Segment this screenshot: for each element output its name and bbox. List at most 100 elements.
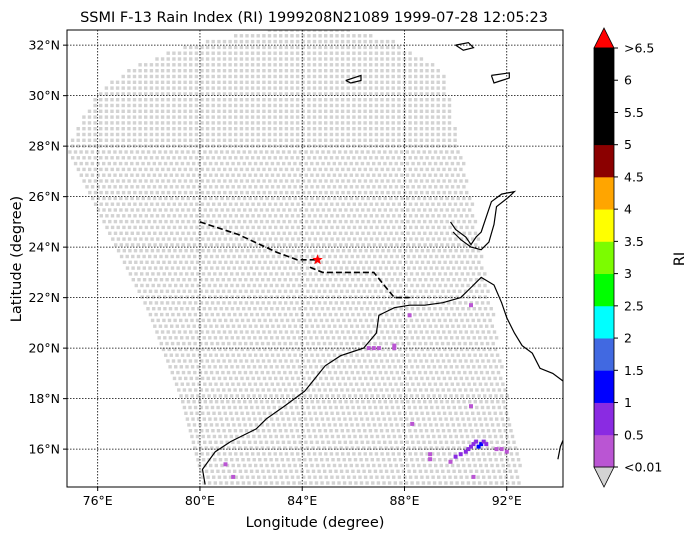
swath-point <box>391 179 396 183</box>
swath-point <box>193 446 197 450</box>
swath-point <box>200 57 204 61</box>
swath-point <box>379 429 384 433</box>
swath-point <box>153 219 157 224</box>
swath-point <box>254 185 258 189</box>
swath-point <box>149 167 154 172</box>
swath-point <box>411 324 416 328</box>
swath-point <box>200 376 205 381</box>
swath-point <box>201 318 205 323</box>
swath-point <box>442 115 446 119</box>
swath-point <box>183 127 187 131</box>
swath-point <box>321 440 325 444</box>
swath-point <box>184 237 188 241</box>
swath-point <box>336 249 340 253</box>
swath-point <box>372 353 376 357</box>
swath-point <box>403 411 407 415</box>
swath-point <box>99 103 103 108</box>
swath-point <box>291 272 296 276</box>
swath-point <box>289 301 294 305</box>
swath-point <box>364 260 369 264</box>
swath-point <box>324 74 328 79</box>
swath-point <box>414 487 417 490</box>
swath-point <box>293 382 297 386</box>
swath-point <box>313 487 316 490</box>
swath-point <box>171 312 175 317</box>
swath-point <box>175 185 179 189</box>
swath-point <box>311 312 316 317</box>
swath-point <box>183 92 187 96</box>
swath-point <box>166 92 170 96</box>
swath-point <box>497 405 501 410</box>
swath-point <box>331 365 335 369</box>
swath-point <box>248 231 253 235</box>
swath-point <box>248 353 252 357</box>
swath-point <box>284 74 289 79</box>
swath-point <box>342 394 346 398</box>
swath-point <box>155 138 159 142</box>
swath-point <box>445 400 449 404</box>
swath-point <box>405 161 410 166</box>
swath-point <box>347 260 352 264</box>
swath-point <box>370 365 375 369</box>
swath-point <box>440 341 445 346</box>
swath-point <box>279 330 283 334</box>
swath-point <box>383 173 387 177</box>
swath-point <box>190 365 195 369</box>
swath-point <box>488 347 492 352</box>
swath-point <box>304 400 309 404</box>
swath-point <box>194 127 199 131</box>
swath-point <box>415 458 419 462</box>
swath-point <box>437 202 441 206</box>
swath-point <box>444 365 448 369</box>
swath-point <box>358 179 362 183</box>
swath-point <box>308 394 313 398</box>
swath-point <box>299 208 303 212</box>
swath-point <box>459 202 463 206</box>
swath-point <box>385 312 389 317</box>
swath-point <box>270 382 274 386</box>
swath-point <box>200 51 204 55</box>
swath-point <box>279 34 283 38</box>
swath-point <box>377 382 381 386</box>
swath-point <box>340 80 345 84</box>
swath-point <box>219 365 223 369</box>
swath-point <box>316 219 320 224</box>
swath-point <box>504 452 508 456</box>
swath-point <box>366 400 371 404</box>
swath-point <box>465 411 469 415</box>
swath-point <box>425 63 429 67</box>
swath-point <box>149 80 154 84</box>
swath-point <box>314 365 318 369</box>
swath-point <box>301 138 305 142</box>
swath-point <box>144 493 147 496</box>
swath-point <box>380 51 384 55</box>
swath-point <box>352 452 356 456</box>
swath-point <box>378 446 383 450</box>
swath-point <box>217 487 220 490</box>
swath-point <box>388 336 392 340</box>
swath-point <box>235 434 239 439</box>
swath-point <box>268 214 272 218</box>
swath-point <box>293 173 297 177</box>
swath-point <box>189 80 193 84</box>
swath-point <box>433 161 438 166</box>
swath-point <box>169 173 173 177</box>
swath-point <box>380 132 384 137</box>
swath-point <box>296 249 301 253</box>
swath-point <box>357 51 362 55</box>
swath-point <box>243 423 247 427</box>
swath-point <box>404 318 408 323</box>
swath-point <box>378 208 382 212</box>
swath-point <box>259 219 264 224</box>
swath-point <box>165 341 169 346</box>
swath-point <box>419 429 423 433</box>
swath-point <box>292 283 296 288</box>
swath-point <box>295 301 299 305</box>
swath-point <box>304 208 309 212</box>
swath-point <box>171 289 175 293</box>
swath-point <box>164 173 168 177</box>
swath-point <box>459 225 463 230</box>
swath-point <box>340 98 345 102</box>
swath-point <box>130 208 134 212</box>
swath-point <box>482 434 487 439</box>
